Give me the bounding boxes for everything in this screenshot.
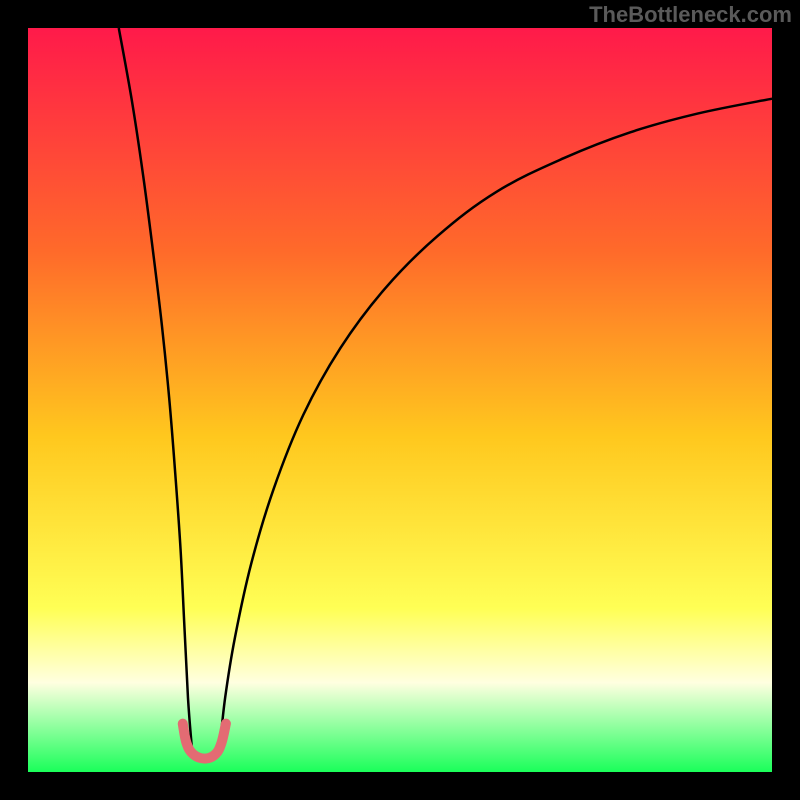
curve-left-arm <box>119 28 192 746</box>
watermark-text: TheBottleneck.com <box>589 2 792 28</box>
curve-overlay <box>28 28 772 772</box>
chart-container: TheBottleneck.com <box>0 0 800 800</box>
curve-right-arm <box>220 99 772 746</box>
